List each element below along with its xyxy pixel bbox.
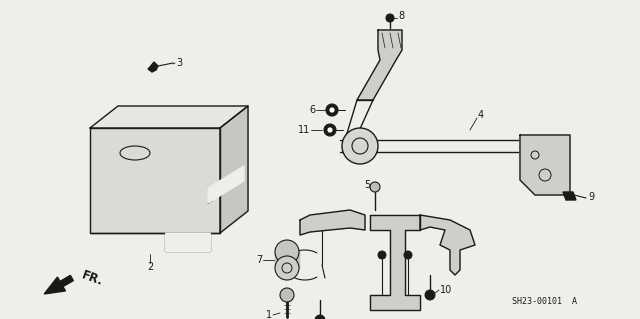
Text: 2: 2 (147, 262, 153, 272)
Circle shape (315, 315, 325, 319)
Polygon shape (148, 62, 158, 72)
Text: 7: 7 (256, 255, 262, 265)
Text: 8: 8 (398, 11, 404, 21)
Circle shape (386, 14, 394, 22)
Circle shape (329, 107, 335, 113)
Text: SH23-00101  A: SH23-00101 A (513, 298, 577, 307)
Polygon shape (370, 215, 420, 310)
Polygon shape (90, 128, 220, 233)
Circle shape (327, 127, 333, 133)
Polygon shape (420, 215, 475, 275)
Polygon shape (563, 192, 576, 200)
Circle shape (326, 104, 338, 116)
Circle shape (378, 251, 386, 259)
Text: 3: 3 (176, 58, 182, 68)
Polygon shape (357, 30, 402, 100)
Text: 4: 4 (478, 110, 484, 120)
Circle shape (342, 128, 378, 164)
Polygon shape (275, 252, 299, 268)
Polygon shape (520, 135, 570, 195)
Text: 11: 11 (298, 125, 310, 135)
Circle shape (275, 256, 299, 280)
Text: FR.: FR. (80, 268, 105, 288)
Text: 1: 1 (266, 310, 272, 319)
Polygon shape (165, 233, 210, 251)
Polygon shape (300, 210, 365, 235)
Text: 5: 5 (364, 180, 370, 190)
Text: 9: 9 (588, 192, 594, 202)
Circle shape (404, 251, 412, 259)
Text: 10: 10 (440, 285, 452, 295)
Text: 6: 6 (309, 105, 315, 115)
Circle shape (425, 290, 435, 300)
Polygon shape (208, 166, 244, 203)
Polygon shape (220, 106, 248, 233)
Circle shape (324, 124, 336, 136)
Circle shape (370, 182, 380, 192)
Polygon shape (44, 275, 74, 294)
Polygon shape (90, 106, 248, 128)
Circle shape (280, 288, 294, 302)
Circle shape (275, 240, 299, 264)
